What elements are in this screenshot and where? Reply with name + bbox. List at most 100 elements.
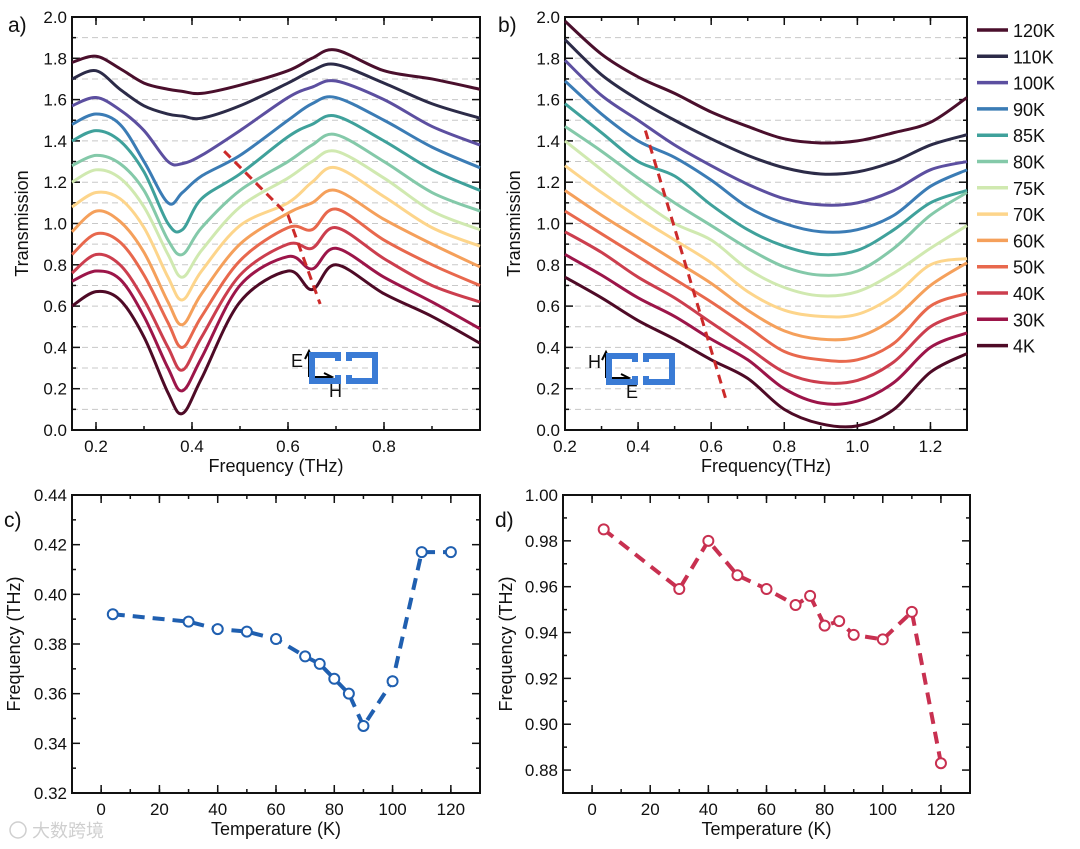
x-tick-label: 0.8 [372,437,396,456]
data-point [597,523,610,536]
x-tick-label: 40 [208,800,227,819]
y-tick-label: 0.96 [525,578,558,597]
y-tick-label: 0.34 [34,734,67,753]
legend-label: 120K [1013,21,1055,41]
x-tick-label: 0 [96,800,105,819]
y-tick-label: 1.0 [536,215,560,234]
y-tick-label: 1.6 [536,91,560,110]
x-tick-label: 20 [150,800,169,819]
x-tick-label: 0.2 [84,437,108,456]
data-point [328,672,341,685]
series-line-4K [71,263,481,416]
y-tick-label: 1.8 [536,49,560,68]
x-tick-label: 0.6 [276,437,300,456]
data-point [299,650,312,663]
series-line-60K [70,188,481,327]
series-line-90K [563,79,968,234]
data-point [818,619,831,632]
series-line-40K [71,226,481,372]
x-axis-title: Frequency(THz) [701,456,831,476]
y-tick-label: 1.2 [43,173,67,192]
panel-a: 0.2 0.4 0.6 0.8 0.0 0.2 0.4 0.6 0.8 1.0 1.2 1.4 1.6 1… [8,8,481,476]
y-tick-label: 0.8 [536,256,560,275]
series-line-90K [71,95,481,206]
data-point [313,657,326,670]
y-tick-label: 0.42 [34,536,67,555]
series-line-70K [564,164,968,319]
y-tick-label: 1.8 [43,49,67,68]
data-point [905,605,918,618]
y-tick-label: 0.94 [525,624,558,643]
series-line-75K [71,149,481,279]
y-tick-label: 0.90 [525,715,558,734]
data-point [357,719,370,732]
x-axis-title: Temperature (K) [211,819,341,839]
inset-vertical-label: E [291,351,303,371]
plot-frame [562,494,971,794]
y-tick-label: 0.0 [536,421,560,440]
panel-c: 0 20 40 60 80 100 120 0.32 0.34 0.36 0.38 0.40 0.42 0… [4,486,481,839]
series-line-40K [564,230,968,385]
resonance-guide-line [643,130,728,400]
x-tick-label: 80 [325,800,344,819]
data-point [789,599,802,612]
legend-label: 60K [1013,231,1045,251]
data-point [804,589,817,602]
split-ring-resonator-icon [309,352,341,384]
inset-vertical-label: H [588,352,601,372]
legend-label: 40K [1013,284,1045,304]
y-tick-label: 1.4 [43,132,67,151]
y-axis-title: Frequency (THz) [4,576,24,711]
series-line-110K [563,38,968,176]
x-tick-label: 0.4 [180,437,204,456]
legend-label: 90K [1013,100,1045,120]
y-tick-label: 0.0 [43,421,67,440]
y-tick-label: 2.0 [43,8,67,27]
y-tick-label: 0.2 [43,380,67,399]
series-line-85K [564,102,968,257]
y-tick-label: 1.00 [525,486,558,505]
y-tick-label: 0.6 [43,297,67,316]
y-tick-label: 2.0 [536,8,560,27]
x-tick-label: 120 [927,800,955,819]
data-point [415,546,428,559]
series-line-85K [71,114,481,234]
legend-label: 85K [1013,126,1045,146]
legend-label: 50K [1013,258,1045,278]
y-axis-title: Transmission [504,170,524,276]
series-line-100K [563,59,968,207]
y-tick-label: 0.36 [34,685,67,704]
series-line-75K [564,139,968,298]
legend-label: 70K [1013,205,1045,225]
series-line-120K [563,20,968,145]
x-axis-title: Temperature (K) [701,819,831,839]
x-tick-label: 20 [641,800,660,819]
legend-label: 100K [1013,74,1055,94]
data-point [934,757,947,770]
legend-label: 30K [1013,310,1045,330]
x-tick-label: 0.8 [772,437,796,456]
resonance-guide-line [223,150,322,305]
dashed-trend-line [602,527,943,764]
y-tick-label: 0.98 [525,532,558,551]
y-tick-label: 1.2 [536,173,560,192]
series-line-80K [564,125,968,277]
panel-label: a) [8,14,27,37]
data-point [833,615,846,628]
data-point [847,628,860,641]
x-tick-label: 0.4 [626,437,650,456]
inset-horizontal-label: H [329,381,342,401]
series-line-50K [70,207,481,349]
series-line-80K [71,132,481,257]
y-tick-label: 1.4 [536,132,560,151]
legend: 120K 110K 100K 90K 85K 80K 75K 70K 60K 50K 40K 30K 4… [977,21,1055,357]
legend-label: 80K [1013,153,1045,173]
x-tick-label: 100 [378,800,406,819]
data-point [731,569,744,582]
data-point [702,534,715,547]
panel-d: 0 20 40 60 80 100 120 0.88 0.90 0.92 0.94 0.96 0.98 1… [495,486,971,839]
data-point [270,633,282,646]
series-line-120K [71,48,481,96]
panel-label: b) [498,14,517,37]
